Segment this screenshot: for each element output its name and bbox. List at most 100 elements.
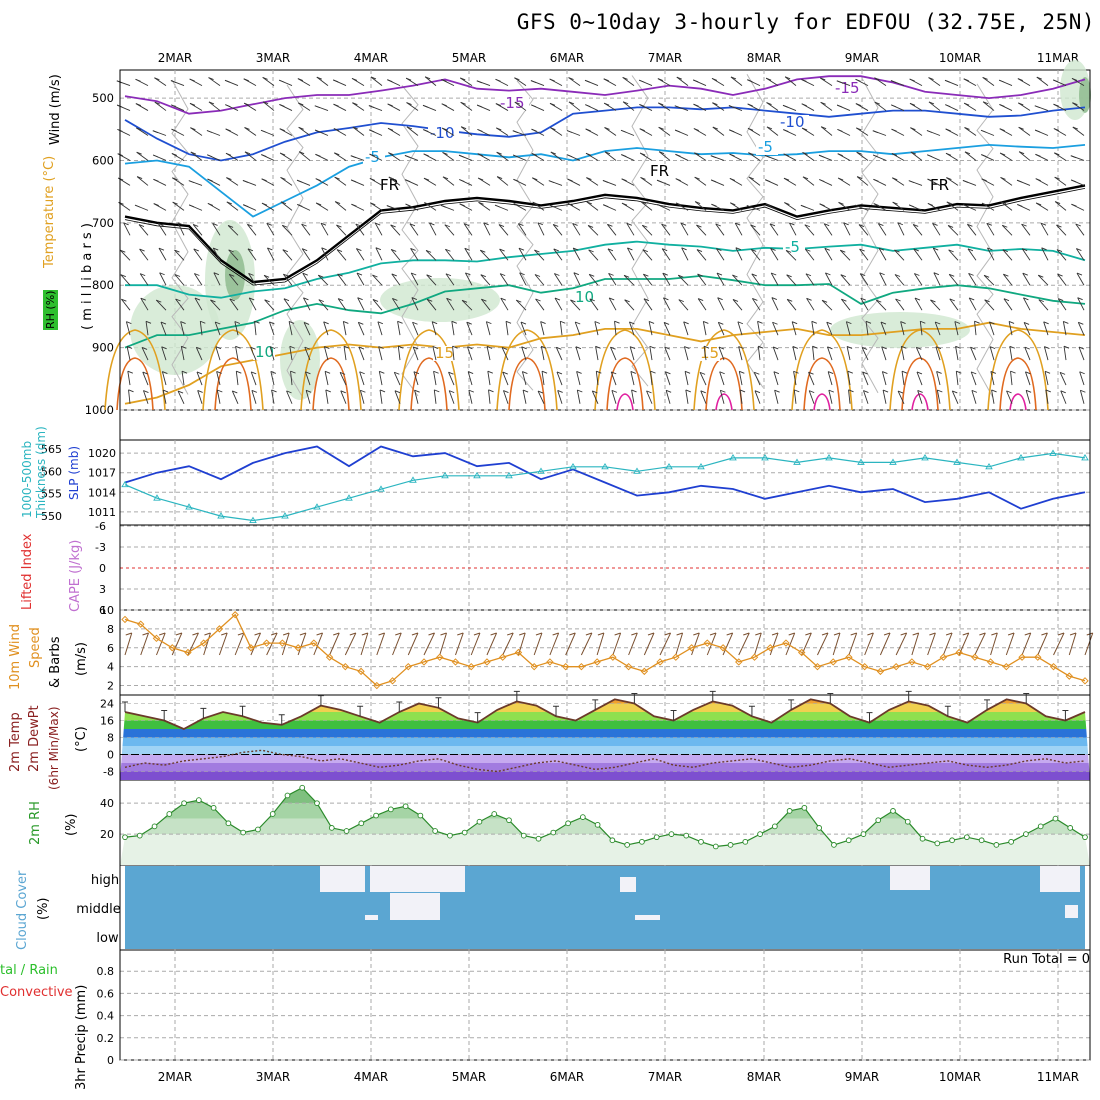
barb-shaft: [496, 151, 509, 161]
barb-shaft: [336, 224, 347, 236]
upper-wind-barb: [928, 77, 941, 86]
barb-flag: [227, 225, 234, 228]
upper-wind-barb: [247, 248, 257, 261]
upper-wind-barb: [895, 298, 905, 311]
barb-flag: [765, 203, 771, 207]
barb-flag: [207, 202, 214, 206]
barb-shaft: [947, 225, 959, 236]
isotherm-label-bg: [698, 346, 720, 361]
temp-band: [120, 737, 1090, 746]
wind10-barb-flag: [585, 632, 593, 636]
barb-flag: [998, 79, 1005, 83]
upper-wind-barb: [352, 102, 365, 111]
barb-shaft: [283, 273, 293, 286]
wind10-barb-flag: [192, 632, 199, 636]
rh-marker: [845, 837, 852, 844]
upper-wind-barb: [892, 201, 905, 211]
upper-wind-barb: [711, 77, 725, 86]
barb-shaft: [534, 274, 545, 286]
barb-flag: [720, 389, 726, 393]
barb-shaft: [192, 224, 203, 236]
upper-wind-barb: [350, 155, 365, 161]
barb-shaft: [397, 321, 401, 336]
upper-wind-barb: [750, 224, 761, 236]
barb-shaft: [897, 222, 905, 236]
barb-shaft: [154, 77, 167, 86]
upper-wind-barb: [936, 389, 943, 404]
barb-flag: [643, 298, 650, 302]
barb-shaft: [840, 274, 851, 286]
isotherm-label-bg: [253, 345, 275, 360]
upper-wind-barb: [712, 102, 725, 111]
barb-flag: [303, 297, 309, 301]
barb-flag: [949, 298, 955, 302]
upper-wind-barb: [466, 321, 473, 336]
barb-flag: [783, 153, 789, 157]
upper-wind-barb: [251, 389, 258, 404]
barb-shaft: [444, 224, 455, 236]
wind10-barb: [423, 632, 435, 656]
upper-wind-barb: [1053, 103, 1067, 111]
barb-flag: [821, 299, 828, 303]
barb-flag: [928, 77, 934, 80]
barb-shaft: [676, 76, 689, 86]
barb-shaft: [466, 321, 473, 336]
wind10-barb-flag: [507, 632, 514, 636]
barb-flag: [467, 346, 473, 350]
barb-shaft: [841, 298, 851, 311]
barb-shaft: [663, 322, 671, 336]
upper-wind-barb: [640, 201, 653, 211]
upper-wind-barb: [271, 389, 277, 404]
barb-shaft: [357, 297, 365, 311]
upper-wind-barb: [639, 103, 653, 111]
rh-marker: [195, 797, 202, 803]
barb-flag: [566, 130, 573, 133]
upper-wind-barb: [891, 128, 905, 136]
upper-wind-barb: [315, 202, 329, 211]
isotherm-15: [124, 321, 1086, 405]
upper-wind-barb: [154, 101, 167, 111]
barb-flag: [282, 224, 288, 228]
upper-wind-barb: [945, 128, 959, 136]
upper-wind-barb: [970, 346, 977, 361]
upper-wind-barb: [342, 320, 349, 336]
barb-flag: [188, 204, 195, 208]
barb-flag: [556, 371, 563, 375]
barb-shaft: [665, 371, 671, 386]
barb-shaft: [406, 126, 419, 136]
upper-wind-barb: [951, 390, 959, 404]
upper-wind-barb: [370, 202, 383, 211]
barb-flag: [991, 389, 997, 393]
barb-shaft: [496, 127, 509, 136]
barb-shaft: [141, 347, 149, 361]
barb-flag: [495, 103, 502, 106]
upper-wind-barb: [586, 201, 599, 211]
barb-shaft: [623, 275, 635, 286]
upper-wind-barb: [499, 248, 509, 261]
barb-flag: [914, 297, 921, 301]
barb-shaft: [915, 347, 923, 361]
barb-shaft: [180, 321, 185, 336]
isotherm-label-bg: [756, 140, 778, 155]
thickness-marker: [473, 471, 481, 479]
upper-wind-barb: [729, 153, 743, 161]
wind10-barb: [643, 632, 655, 656]
thickness-marker: [537, 467, 545, 474]
barb-shaft: [391, 273, 401, 286]
barb-flag: [650, 370, 656, 374]
barb-flag: [1063, 345, 1070, 349]
pressure-tick: 800: [92, 278, 114, 292]
barb-flag: [394, 371, 400, 375]
barb-flag: [946, 201, 952, 205]
wind10-barb-flag: [614, 632, 621, 636]
upper-wind-barb: [1059, 371, 1067, 386]
barb-flag: [712, 126, 718, 130]
temp-tick: 8: [107, 732, 114, 745]
upper-wind-barb: [604, 151, 617, 161]
barb-flag: [836, 104, 843, 108]
barb-shaft: [856, 127, 869, 136]
barb-flag: [314, 105, 321, 109]
barb-flag: [1010, 370, 1016, 374]
rh-marker: [225, 820, 232, 827]
barb-flag: [678, 299, 684, 303]
